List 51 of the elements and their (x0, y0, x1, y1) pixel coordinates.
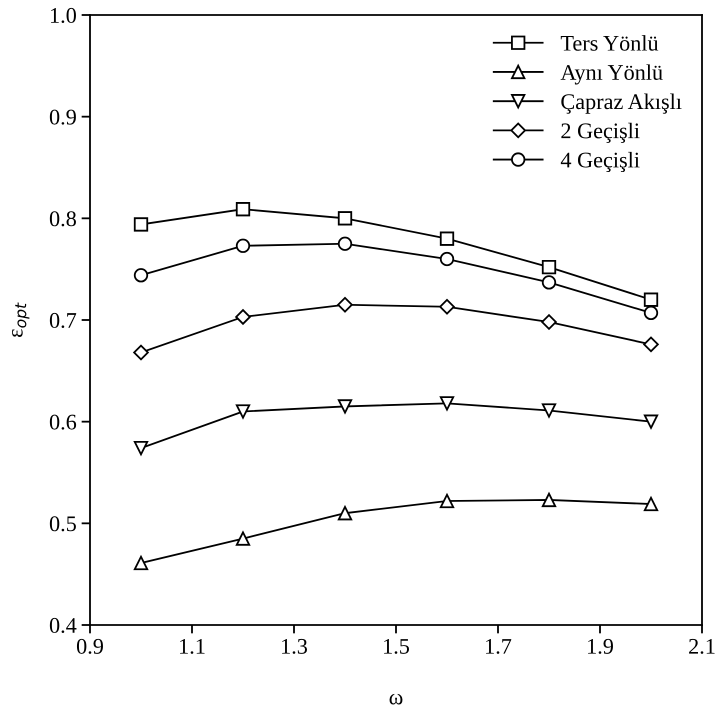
point (542, 275, 556, 290)
point (338, 506, 352, 520)
x-tick-label: 1.7 (486, 638, 512, 654)
legend-label: Ters Yönlü (560, 35, 658, 51)
point (134, 556, 148, 570)
point (541, 314, 557, 330)
point (337, 296, 353, 313)
legend-label: Çapraz Akışlı (561, 94, 682, 114)
point (439, 299, 455, 315)
y-tick-label: 1.0 (50, 8, 76, 24)
point (236, 404, 250, 419)
point (440, 494, 454, 508)
x-tick-label: 1.1 (180, 638, 205, 654)
point (236, 202, 250, 216)
point (338, 236, 352, 251)
x-tick-label: 1.3 (282, 638, 308, 654)
point (644, 496, 658, 512)
x-tick-label: 1.9 (588, 638, 613, 654)
point (133, 344, 149, 360)
point (236, 238, 250, 253)
y-axis-title: ε$_{opt}$ (12, 302, 30, 338)
x-tick-label: 1.5 (384, 638, 410, 654)
point (134, 440, 148, 456)
legend-label: 2 Geçişli (561, 122, 640, 143)
point (440, 396, 454, 411)
point (338, 211, 352, 226)
y-tick-label: 0.9 (50, 110, 76, 125)
point (542, 260, 556, 274)
point (338, 399, 352, 414)
point (235, 309, 251, 325)
point (440, 252, 454, 266)
point (236, 531, 250, 546)
point (542, 403, 556, 418)
y-tick-label: 0.7 (50, 312, 76, 328)
point (440, 232, 454, 246)
legend-label: Aynı Yönlü (560, 64, 663, 85)
point (134, 268, 148, 282)
y-tick-label: 0.4 (50, 618, 76, 634)
y-tick-label: 0.5 (50, 516, 76, 532)
x-tick-label: 0.9 (76, 638, 103, 654)
point (542, 492, 556, 508)
y-tick-label: 0.6 (50, 414, 76, 430)
point (644, 292, 658, 307)
point (644, 306, 658, 320)
point (643, 336, 659, 352)
x-axis-title: ω (390, 694, 402, 705)
legend-label: 4 Geçişli (560, 152, 640, 172)
point (134, 217, 148, 232)
x-tick-label: 2.1 (689, 638, 715, 654)
point (644, 414, 658, 429)
y-tick-label: 0.8 (50, 211, 76, 226)
